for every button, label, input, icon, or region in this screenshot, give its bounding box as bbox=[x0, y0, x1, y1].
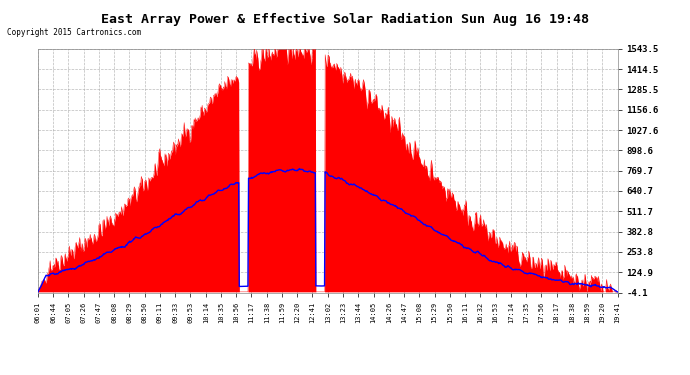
Text: East Array (DC Watts): East Array (DC Watts) bbox=[541, 22, 646, 32]
Text: East Array Power & Effective Solar Radiation Sun Aug 16 19:48: East Array Power & Effective Solar Radia… bbox=[101, 13, 589, 26]
Text: Radiation (Effective w/m2): Radiation (Effective w/m2) bbox=[349, 22, 479, 32]
Text: Copyright 2015 Cartronics.com: Copyright 2015 Cartronics.com bbox=[7, 28, 141, 37]
